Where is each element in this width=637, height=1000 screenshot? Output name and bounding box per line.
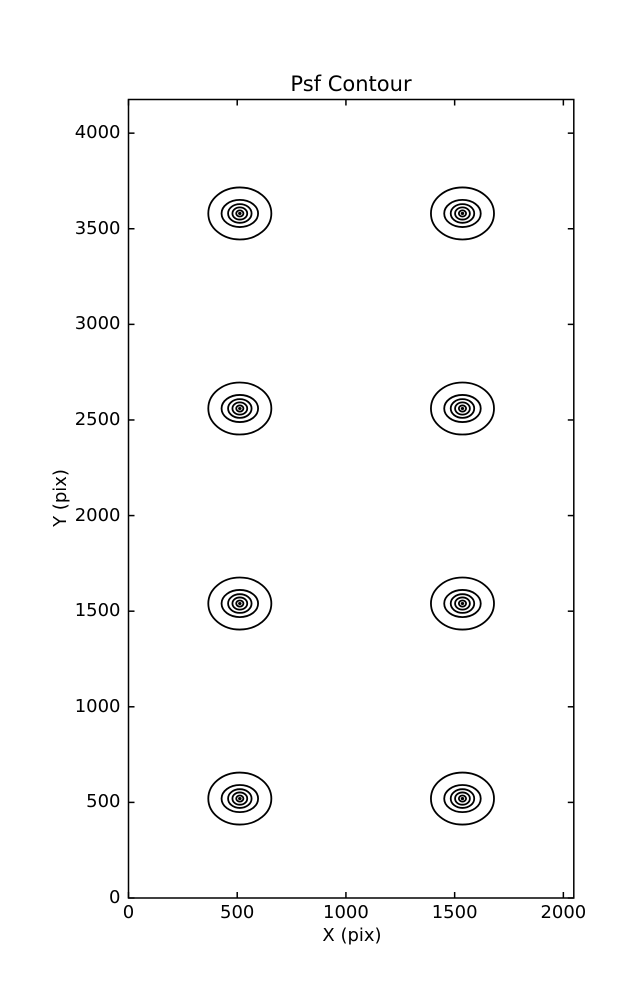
psf-contour-ring bbox=[443, 784, 482, 814]
y-tick-label: 4000 bbox=[74, 122, 121, 144]
psf-contour-ring bbox=[449, 788, 476, 809]
psf-contour-ring bbox=[235, 794, 245, 803]
psf-contour-ring bbox=[449, 593, 476, 614]
y-tick-label: 2000 bbox=[74, 504, 121, 526]
psf-contour-center-dot bbox=[460, 211, 465, 215]
x-tick-label: 500 bbox=[220, 901, 255, 923]
psf-contour-center-dot bbox=[460, 602, 465, 606]
x-tick-label: 1500 bbox=[431, 901, 478, 923]
y-tick-label: 0 bbox=[109, 887, 121, 908]
psf-contour-ring bbox=[443, 589, 482, 619]
psf-contour-ring bbox=[449, 398, 476, 419]
psf-contour-center-dot bbox=[460, 797, 465, 801]
psf-contour-ring bbox=[454, 791, 471, 806]
x-axis-label: X (pix) bbox=[322, 925, 382, 946]
psf-contour-ring bbox=[449, 203, 476, 224]
psf-contour-ring bbox=[235, 404, 245, 413]
psf-contour-ring bbox=[457, 794, 467, 803]
psf-contour-ring bbox=[220, 394, 259, 423]
psf-contour-center-dot bbox=[238, 797, 242, 801]
psf-contour-ring bbox=[231, 791, 249, 806]
psf-contour-center-dot bbox=[460, 406, 465, 411]
psf-contour-ring bbox=[454, 206, 471, 221]
psf-contour-ring bbox=[443, 198, 482, 228]
psf-contour-ring bbox=[207, 186, 273, 241]
psf-contour-ring bbox=[227, 788, 253, 809]
psf-contour-ring bbox=[430, 771, 495, 826]
psf-contour-ring bbox=[454, 401, 471, 416]
psf-contour-center-dot bbox=[238, 211, 242, 215]
y-axis-label: Y (pix) bbox=[50, 469, 71, 527]
y-tick-label: 2500 bbox=[74, 408, 121, 430]
psf-contour-center-dot bbox=[238, 602, 242, 606]
psf-contour-ring bbox=[457, 404, 467, 413]
psf-contour-ring bbox=[430, 381, 495, 436]
psf-contour-ring bbox=[430, 186, 495, 241]
psf-contour-ring bbox=[443, 394, 482, 423]
chart-title: Psf Contour bbox=[290, 72, 412, 96]
x-tick-label: 2000 bbox=[540, 901, 587, 923]
psf-contour-ring bbox=[220, 589, 259, 619]
psf-contour-ring bbox=[231, 401, 249, 416]
psf-contour-ring bbox=[207, 381, 273, 436]
psf-contour-ring bbox=[457, 209, 467, 218]
y-tick-label: 3000 bbox=[74, 313, 121, 335]
psf-contour-ring bbox=[457, 599, 467, 608]
psf-contour-center-dot bbox=[238, 406, 242, 411]
psf-contour-ring bbox=[430, 576, 495, 631]
psf-contour-ring bbox=[231, 206, 249, 221]
psf-contour-ring bbox=[227, 398, 253, 419]
y-tick-label: 1000 bbox=[74, 695, 121, 717]
psf-contour-ring bbox=[207, 771, 273, 826]
y-tick-label: 500 bbox=[86, 791, 121, 813]
x-tick-label: 0 bbox=[122, 901, 135, 923]
axes-frame bbox=[127, 98, 575, 899]
psf-contour-ring bbox=[207, 576, 273, 631]
psf-contour-ring bbox=[227, 593, 253, 614]
psf-contour-ring bbox=[454, 596, 471, 611]
psf-contour-ring bbox=[220, 198, 259, 228]
x-tick-label: 1000 bbox=[323, 901, 369, 923]
y-tick-label: 3500 bbox=[74, 217, 121, 239]
psf-contour-ring bbox=[231, 596, 249, 611]
psf-contour-ring bbox=[220, 784, 259, 814]
psf-contour-ring bbox=[227, 203, 253, 224]
psf-contour-ring bbox=[235, 209, 245, 218]
psf-contour-ring bbox=[235, 599, 245, 608]
y-tick-label: 1500 bbox=[74, 600, 121, 622]
